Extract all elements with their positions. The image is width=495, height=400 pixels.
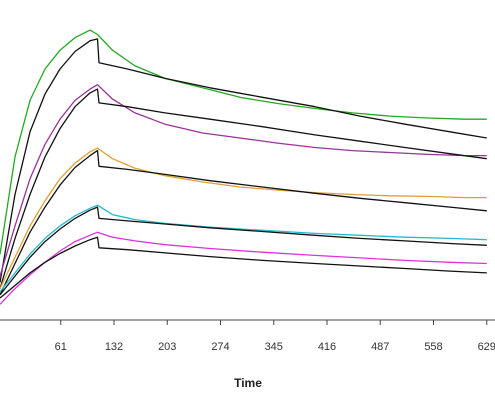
series-line-6: [0, 149, 487, 296]
x-tick-label: 416: [318, 341, 336, 353]
x-tick-label: 345: [265, 341, 283, 353]
series-layer: [0, 29, 487, 305]
x-tick-label: 132: [105, 341, 123, 353]
series-line-7: [0, 204, 487, 293]
series-line-10: [0, 236, 487, 299]
series-line-8: [0, 206, 487, 296]
x-axis-title: Time: [234, 376, 262, 390]
x-tick-label: 274: [211, 341, 229, 353]
series-line-1: [0, 29, 487, 255]
x-axis-ticks: 61 132 203 274 345 416 487 558 629: [55, 320, 495, 353]
series-line-3: [0, 84, 487, 277]
series-line-2: [0, 38, 487, 283]
x-tick-label: 629: [478, 341, 495, 353]
x-tick-label: 487: [371, 341, 389, 353]
series-line-9: [0, 231, 487, 305]
series-line-4: [0, 88, 487, 289]
x-tick-label: 203: [158, 341, 176, 353]
x-tick-label: 558: [424, 341, 442, 353]
x-tick-label: 61: [55, 341, 67, 353]
